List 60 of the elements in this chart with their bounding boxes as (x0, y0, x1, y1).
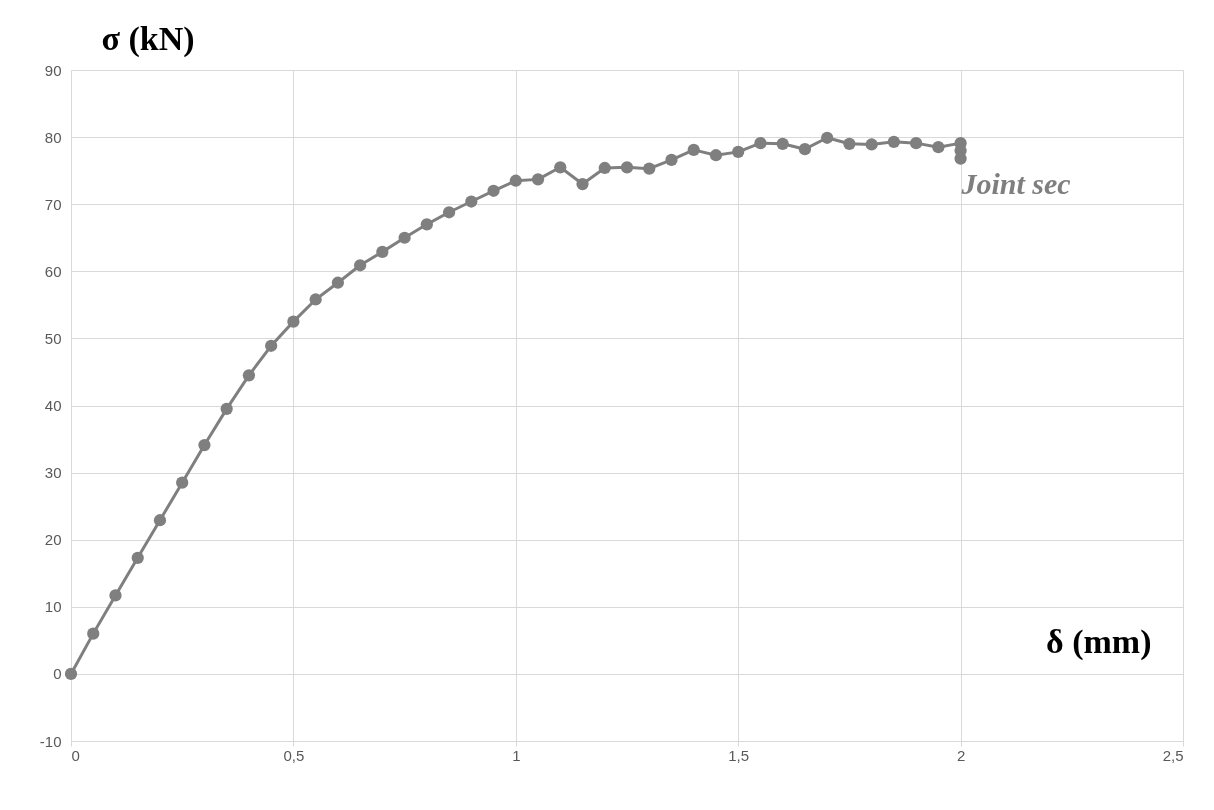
point (131, 551, 144, 564)
x-tick-label: 0 (71, 746, 80, 764)
point (776, 137, 789, 150)
y-tick-label: 80 (44, 128, 62, 146)
point (598, 161, 611, 175)
point (798, 143, 812, 156)
y-tick-label: 50 (44, 329, 62, 347)
x-axis-title: δ (mm) (1046, 622, 1152, 661)
y-tick-label: 40 (44, 397, 62, 414)
y-tick-label: 30 (44, 464, 62, 482)
point (709, 149, 723, 162)
point (153, 514, 167, 527)
point (220, 402, 233, 415)
point (887, 135, 900, 148)
point (843, 137, 856, 150)
x-tick-label: 1,5 (728, 746, 750, 764)
point (309, 293, 322, 306)
point (643, 162, 656, 175)
point (287, 315, 300, 328)
point (198, 438, 211, 452)
point (176, 476, 189, 489)
point (665, 153, 678, 167)
annotation: Joint sec (960, 167, 1071, 200)
x-tick-label: 2,5 (1162, 746, 1184, 764)
y-tick-label: 60 (44, 262, 62, 280)
x-tick-label: 1 (512, 746, 521, 764)
point (910, 137, 923, 150)
point (754, 137, 767, 150)
point (242, 369, 256, 382)
y-tick-label: 20 (44, 531, 62, 549)
x-tick-label: 2 (956, 746, 966, 764)
point (354, 259, 367, 272)
point (109, 589, 122, 602)
y-tick-label: 90 (44, 61, 62, 79)
point (732, 145, 745, 158)
point (531, 173, 545, 186)
point (398, 231, 411, 244)
point (465, 195, 478, 208)
point (509, 174, 522, 187)
point (620, 161, 634, 174)
point (265, 339, 278, 352)
y-tick-label: 10 (44, 598, 62, 616)
y-tick-label: 0 (53, 665, 62, 683)
point (331, 276, 344, 289)
point (821, 131, 834, 144)
x-tick-label: 0,5 (283, 746, 305, 764)
point (554, 161, 567, 174)
point (420, 218, 433, 231)
point (687, 143, 700, 156)
y-axis-title: σ (kN) (101, 19, 195, 58)
point (376, 245, 389, 258)
point (576, 177, 589, 191)
point (87, 627, 100, 640)
point (932, 141, 945, 154)
y-tick-label: -10 (39, 732, 62, 750)
point (442, 206, 456, 219)
y-tick-label: 70 (44, 195, 62, 213)
point (64, 667, 78, 681)
point (487, 184, 500, 197)
point (865, 138, 878, 151)
